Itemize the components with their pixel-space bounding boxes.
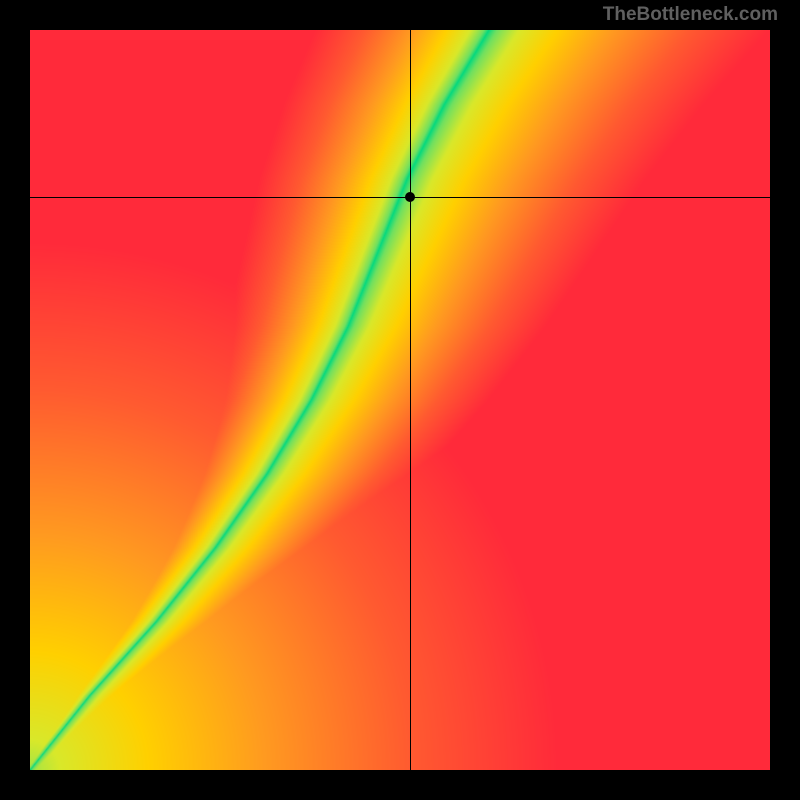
heatmap-canvas — [30, 30, 770, 770]
watermark-text: TheBottleneck.com — [603, 4, 778, 26]
plot-area — [30, 30, 770, 770]
crosshair-horizontal — [30, 197, 770, 198]
crosshair-marker — [405, 192, 415, 202]
crosshair-vertical — [410, 30, 411, 770]
